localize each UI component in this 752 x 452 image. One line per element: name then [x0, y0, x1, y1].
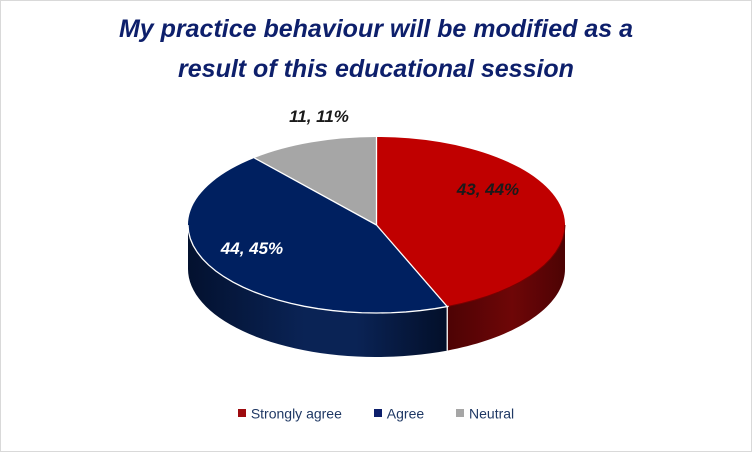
svg-text:43, 44%: 43, 44% — [456, 180, 519, 199]
svg-text:11, 11%: 11, 11% — [289, 107, 349, 126]
svg-text:44, 45%: 44, 45% — [220, 239, 283, 258]
